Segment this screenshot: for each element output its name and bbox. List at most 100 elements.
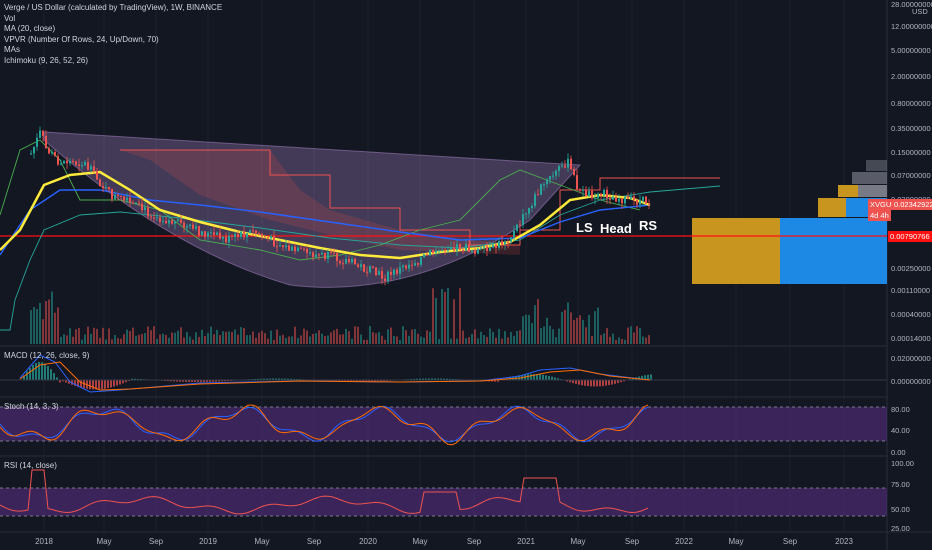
volume-bar — [444, 291, 446, 344]
annotation-ls: LS — [576, 220, 593, 235]
candle — [297, 247, 299, 252]
candle — [612, 196, 614, 200]
volume-bar — [204, 336, 206, 344]
candle — [45, 136, 47, 149]
candle — [588, 190, 590, 197]
volume-bar — [453, 299, 455, 344]
volume-bar — [399, 339, 401, 344]
volume-bar — [579, 315, 581, 344]
volume-bar — [288, 336, 290, 344]
candle — [429, 249, 431, 256]
candle — [231, 235, 233, 237]
candle — [105, 186, 107, 189]
volume-bar — [471, 333, 473, 344]
macd-bar — [26, 371, 28, 381]
candle — [132, 202, 134, 204]
candle — [102, 186, 104, 189]
candle — [261, 234, 263, 237]
volume-bar — [429, 331, 431, 344]
candle — [444, 249, 446, 251]
macd-bar — [584, 380, 586, 386]
macd-bar — [77, 380, 79, 387]
candle — [225, 236, 227, 243]
volume-bar — [30, 309, 32, 344]
candle — [420, 257, 422, 265]
macd-bar — [227, 380, 229, 382]
candle — [645, 196, 647, 204]
volume-bar — [108, 328, 110, 344]
macd-bar — [71, 380, 73, 385]
time-axis[interactable]: 2018 May Sep 2019 May Sep 2020 May Sep 2021 May Sep… — [35, 537, 853, 546]
ma-20-line — [0, 170, 651, 260]
candle — [267, 237, 269, 239]
candle — [288, 245, 290, 251]
macd-bar — [119, 380, 121, 385]
indicator-ichimoku[interactable]: Ichimoku (9, 26, 52, 26) — [4, 55, 89, 65]
candle — [393, 269, 395, 275]
candle — [210, 232, 212, 234]
volume-bar — [57, 307, 59, 344]
candle — [168, 220, 170, 224]
price-tick: 0.00014000 — [891, 334, 931, 343]
candle — [387, 271, 389, 281]
macd-bar — [545, 375, 547, 381]
indicator-tick: 50.00 — [891, 505, 910, 514]
volume-bar — [87, 326, 89, 344]
time-tick: 2020 — [359, 537, 377, 546]
macd-bar — [29, 367, 31, 381]
candle — [552, 175, 554, 177]
stoch-label[interactable]: Stoch (14, 3, 3) — [4, 402, 59, 411]
price-tick: 12.00000000 — [891, 22, 932, 31]
volume-bar — [570, 312, 572, 344]
volume-bar — [648, 335, 650, 344]
macd-bar — [593, 380, 595, 387]
volume-bar — [390, 327, 392, 344]
rsi-label[interactable]: RSI (14, close) — [4, 461, 57, 470]
macd-bar — [353, 380, 355, 382]
candle — [351, 258, 353, 263]
volume-bar — [522, 316, 524, 344]
volume-bar — [261, 330, 263, 344]
volume-bar — [324, 336, 326, 344]
indicator-mas[interactable]: MAs — [4, 45, 20, 54]
candle — [471, 250, 473, 252]
indicator-vpvr[interactable]: VPVR (Number Of Rows, 24, Up/Down, 70) — [4, 34, 159, 44]
ma-blue-line — [0, 189, 651, 256]
volume-bar — [348, 331, 350, 344]
candle — [294, 246, 296, 252]
macd-bar — [623, 380, 625, 382]
symbol-title[interactable]: Verge / US Dollar (calculated by Trading… — [4, 3, 223, 12]
candle — [135, 202, 137, 204]
macd-bar — [98, 380, 100, 390]
volume-bar — [81, 339, 83, 344]
volume-bar — [306, 330, 308, 344]
macd-signal-line — [19, 361, 651, 391]
grid — [43, 0, 845, 532]
macd-bar — [188, 380, 190, 382]
candle — [54, 151, 56, 157]
candle — [324, 252, 326, 259]
indicator-ma[interactable]: MA (20, close) — [4, 24, 56, 33]
candle — [33, 146, 35, 154]
candle — [75, 161, 77, 165]
candle — [348, 259, 350, 263]
macd-bar — [32, 364, 34, 381]
indicator-vol[interactable]: Vol — [4, 13, 16, 23]
candle — [603, 189, 605, 196]
macd-label[interactable]: MACD (12, 26, close, 9) — [4, 351, 90, 360]
volume-bar — [549, 325, 551, 344]
candle — [39, 130, 41, 138]
volume-bar — [42, 319, 44, 344]
candle — [480, 247, 482, 249]
volume-bar — [264, 333, 266, 344]
candle — [639, 200, 641, 205]
candle — [522, 214, 524, 226]
volume-bar — [72, 336, 74, 344]
macd-bar — [110, 380, 112, 388]
annotation-head: Head — [600, 221, 632, 236]
volume-bar — [285, 337, 287, 344]
candle — [555, 170, 557, 176]
macd-bar — [92, 380, 94, 390]
candle — [600, 193, 602, 196]
